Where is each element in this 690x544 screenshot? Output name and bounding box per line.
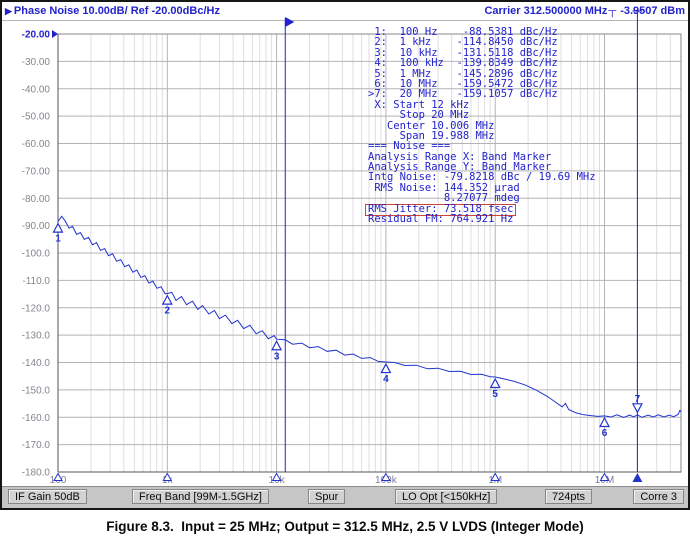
panel-line: 8.27077 mdeg [368, 192, 520, 205]
svg-text:-30.00: -30.00 [22, 57, 51, 68]
phase-noise-trace [57, 215, 682, 419]
phase-noise-plot: -20.00 -30.00 -40.00 -50.00 -60.00 -70.00 -80.… [22, 10, 682, 486]
status-points: 724pts [545, 489, 593, 504]
panel-line: Intg Noise: -79.8218 dBc / 19.69 MHz [368, 171, 596, 184]
panel-line: RMS Noise: 144.352 µrad [368, 181, 520, 194]
rms-jitter-line: RMS Jitter: 73.518 fsec [365, 203, 596, 216]
svg-text:-170.0: -170.0 [22, 440, 51, 451]
panel-line: Span 19.988 MHz [368, 129, 495, 142]
marker-4-glyph: 4 [380, 362, 392, 481]
status-bar: IF Gain 50dB Freq Band [99M-1.5GHz] Spur LO… [2, 486, 688, 508]
trace-info-bar: ▶ Phase Noise 10.00dB/ Ref -20.00dBc/Hz [5, 5, 220, 17]
status-freq-band: Freq Band [99M-1.5GHz] [132, 489, 269, 504]
figure-caption: Figure 8.3. Input = 25 MHz; Output = 312… [106, 519, 584, 534]
svg-text:3: 3 [274, 351, 280, 362]
svg-text:-150.0: -150.0 [22, 385, 51, 396]
band-marker-start-line [284, 17, 295, 472]
marker-3-glyph: 3 [271, 339, 283, 481]
band-marker-icon: ┬ [608, 5, 617, 17]
marker-6-glyph: 6 [599, 416, 610, 481]
carrier-readout: Carrier 312.500000 MHz┬ -3.9507 dBm [484, 5, 685, 17]
panel-line: >7: 20 MHz -159.1057 dBc/Hz [368, 88, 558, 101]
svg-text:-120.0: -120.0 [22, 303, 51, 314]
svg-text:4: 4 [383, 374, 389, 385]
panel-line: Analysis Range Y: Band Marker [368, 161, 552, 174]
svg-text:-90.00: -90.00 [22, 221, 51, 232]
svg-text:-60.00: -60.00 [22, 139, 51, 150]
svg-text:-100.0: -100.0 [22, 249, 51, 260]
svg-text:-160.0: -160.0 [22, 413, 51, 424]
panel-line: Analysis Range X: Band Marker [368, 150, 552, 163]
header-divider [2, 20, 688, 21]
svg-text:-180.0: -180.0 [22, 468, 51, 479]
trace-param-label: Phase Noise 10.00dB/ Ref -20.00dBc/Hz [13, 5, 220, 17]
svg-text:-70.00: -70.00 [22, 166, 51, 177]
panel-line: Stop 20 MHz [368, 109, 470, 122]
svg-text:7: 7 [635, 394, 641, 405]
panel-line: X: Start 12 kHz [368, 98, 470, 111]
rms-jitter-box: RMS Jitter: 73.518 fsec [365, 203, 517, 216]
carrier-frequency-readout: Carrier 312.500000 MHz [484, 5, 608, 17]
status-if-gain: IF Gain 50dB [8, 489, 87, 504]
svg-text:5: 5 [492, 389, 498, 400]
svg-text:-130.0: -130.0 [22, 331, 51, 342]
panel-line: 3: 10 kHz -131.5118 dBc/Hz [368, 46, 558, 59]
svg-text:-140.0: -140.0 [22, 358, 51, 369]
svg-text:-80.00: -80.00 [22, 194, 51, 205]
ref-level-arrow-icon [52, 30, 58, 38]
status-spur: Spur [308, 489, 346, 504]
marker-5-glyph: 5 [489, 377, 501, 481]
marker-readout-panel: 1: 100 Hz -88.5381 dBc/Hz 2: 1 kHz -114.… [365, 26, 596, 226]
marker-1-glyph: 1 [52, 222, 64, 481]
svg-text:1: 1 [55, 234, 61, 245]
panel-line: 4: 100 kHz -139.8349 dBc/Hz [368, 57, 558, 70]
svg-text:-40.00: -40.00 [22, 84, 51, 95]
svg-text:-20.00: -20.00 [22, 30, 51, 41]
marker-7-glyph: 7 [631, 394, 643, 482]
svg-text:2: 2 [165, 306, 171, 317]
panel-line: Center 10.006 MHz [368, 119, 495, 132]
panel-line: Residual FM: 764.921 Hz [368, 213, 514, 226]
band-start-flag-icon [285, 17, 295, 27]
x-axis-labels: 1001k10k100k1M10M [50, 475, 615, 486]
trace-select-arrow-icon: ▶ [5, 6, 12, 16]
band-marker-stop-line [632, 10, 643, 472]
svg-text:-110.0: -110.0 [22, 276, 50, 287]
panel-line: === Noise === [368, 140, 451, 153]
grid-layer [57, 33, 682, 473]
panel-line: 1: 100 Hz -88.5381 dBc/Hz [368, 26, 558, 38]
panel-line: 5: 1 MHz -145.2896 dBc/Hz [368, 67, 558, 80]
status-lo-opt: LO Opt [<150kHz] [395, 489, 498, 504]
marker-2-glyph: 2 [161, 294, 173, 481]
svg-text:6: 6 [602, 428, 608, 439]
panel-line: 6: 10 MHz -159.5472 dBc/Hz [368, 77, 558, 90]
panel-line: 2: 1 kHz -114.8450 dBc/Hz [368, 36, 558, 49]
status-correlation: Corre 3 [633, 489, 684, 504]
analyzer-screen-frame: ▶ Phase Noise 10.00dB/ Ref -20.00dBc/Hz C… [0, 0, 690, 510]
svg-text:-50.00: -50.00 [22, 112, 51, 123]
y-axis-labels: -20.00 -30.00 -40.00 -50.00 -60.00 -70.00 -80.… [22, 30, 58, 479]
